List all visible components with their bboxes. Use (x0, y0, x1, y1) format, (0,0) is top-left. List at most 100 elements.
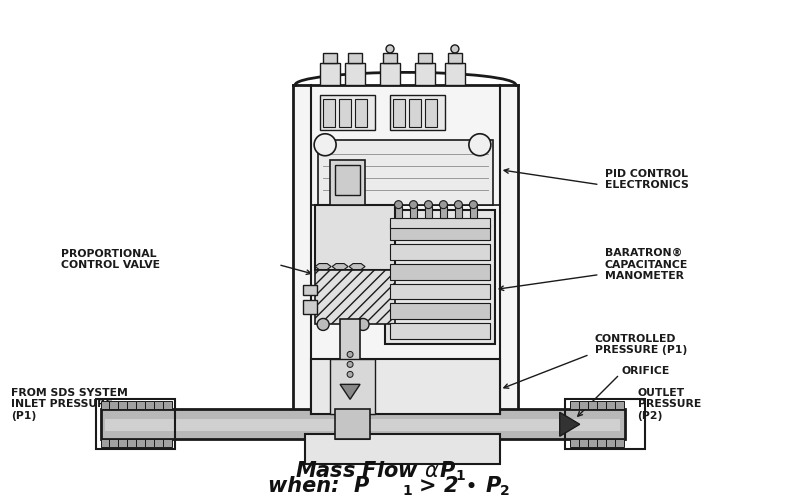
Polygon shape (597, 440, 606, 447)
Bar (340, 320, 360, 384)
Bar (348, 53, 362, 63)
Polygon shape (315, 264, 331, 270)
Bar (320, 95, 375, 130)
Polygon shape (154, 402, 163, 409)
Bar (305, 434, 500, 464)
Polygon shape (588, 402, 597, 409)
Polygon shape (578, 402, 588, 409)
Polygon shape (340, 384, 360, 400)
Polygon shape (146, 440, 154, 447)
Bar (390, 284, 490, 300)
Circle shape (454, 200, 462, 208)
Bar (425, 99, 437, 127)
Text: PROPORTIONAL
CONTROL VALVE: PROPORTIONAL CONTROL VALVE (61, 249, 159, 270)
Polygon shape (118, 440, 127, 447)
Circle shape (469, 134, 491, 156)
Text: 1: 1 (456, 469, 466, 483)
Polygon shape (597, 402, 606, 409)
Polygon shape (606, 440, 614, 447)
Bar (320, 63, 340, 85)
Circle shape (394, 200, 402, 208)
Bar (425, 206, 432, 218)
Bar (303, 300, 317, 314)
Bar (390, 244, 490, 260)
Circle shape (317, 318, 329, 330)
Text: when:  P: when: P (268, 476, 370, 496)
Bar (390, 304, 490, 320)
Bar (293, 85, 518, 414)
Text: PID CONTROL
ELECTRONICS: PID CONTROL ELECTRONICS (605, 169, 689, 190)
Bar (330, 360, 375, 414)
Text: BARATRON®
CAPACITANCE
MANOMETER: BARATRON® CAPACITANCE MANOMETER (605, 248, 688, 281)
Circle shape (425, 200, 433, 208)
Polygon shape (349, 264, 365, 270)
Polygon shape (560, 412, 580, 436)
Polygon shape (154, 440, 163, 447)
Bar (330, 160, 365, 204)
Bar (335, 164, 360, 194)
Polygon shape (118, 402, 127, 409)
Bar (106, 420, 620, 432)
Polygon shape (606, 402, 614, 409)
Bar (565, 400, 645, 449)
Bar (395, 206, 402, 218)
Polygon shape (127, 440, 137, 447)
Polygon shape (137, 402, 146, 409)
Bar (303, 284, 317, 294)
Text: 1: 1 (402, 484, 412, 498)
Bar (380, 63, 400, 85)
Bar (409, 99, 421, 127)
Bar (455, 206, 462, 218)
Bar (440, 206, 447, 218)
Circle shape (347, 372, 353, 378)
Polygon shape (110, 440, 118, 447)
Polygon shape (570, 440, 578, 447)
Text: FROM SDS SYSTEM
INLET PRESSURE
(P1): FROM SDS SYSTEM INLET PRESSURE (P1) (10, 388, 127, 421)
Bar (315, 204, 395, 270)
Bar (390, 324, 490, 340)
Bar (390, 95, 445, 130)
Polygon shape (101, 402, 110, 409)
Circle shape (357, 318, 369, 330)
Polygon shape (614, 440, 624, 447)
Bar (383, 53, 397, 63)
Bar (390, 224, 490, 240)
Circle shape (386, 45, 394, 53)
Bar (355, 99, 367, 127)
Bar (390, 264, 490, 280)
Circle shape (470, 200, 478, 208)
Text: 2: 2 (500, 484, 510, 498)
Polygon shape (101, 440, 110, 447)
Bar (311, 360, 500, 414)
Text: OUTLET
PRESSURE
(P2): OUTLET PRESSURE (P2) (638, 388, 701, 421)
Text: P: P (440, 461, 455, 481)
Bar (318, 140, 493, 204)
Polygon shape (163, 402, 172, 409)
Polygon shape (578, 440, 588, 447)
Circle shape (410, 200, 418, 208)
Bar (335, 410, 370, 440)
Bar (339, 99, 351, 127)
Bar (470, 206, 477, 218)
Circle shape (439, 200, 447, 208)
Polygon shape (127, 402, 137, 409)
Bar (345, 63, 365, 85)
Polygon shape (332, 264, 348, 270)
Bar (95, 400, 175, 449)
Circle shape (347, 362, 353, 368)
Bar (315, 270, 395, 324)
Bar (323, 99, 335, 127)
Bar (410, 206, 417, 218)
Text: ORIFICE: ORIFICE (622, 366, 670, 376)
Polygon shape (570, 402, 578, 409)
Bar (415, 63, 435, 85)
Polygon shape (137, 440, 146, 447)
Bar (323, 53, 337, 63)
Text: > 2 $\bullet$ P: > 2 $\bullet$ P (411, 476, 502, 496)
Bar (445, 63, 465, 85)
Polygon shape (110, 402, 118, 409)
Polygon shape (614, 402, 624, 409)
Bar (393, 99, 405, 127)
Polygon shape (163, 440, 172, 447)
Bar (418, 53, 432, 63)
